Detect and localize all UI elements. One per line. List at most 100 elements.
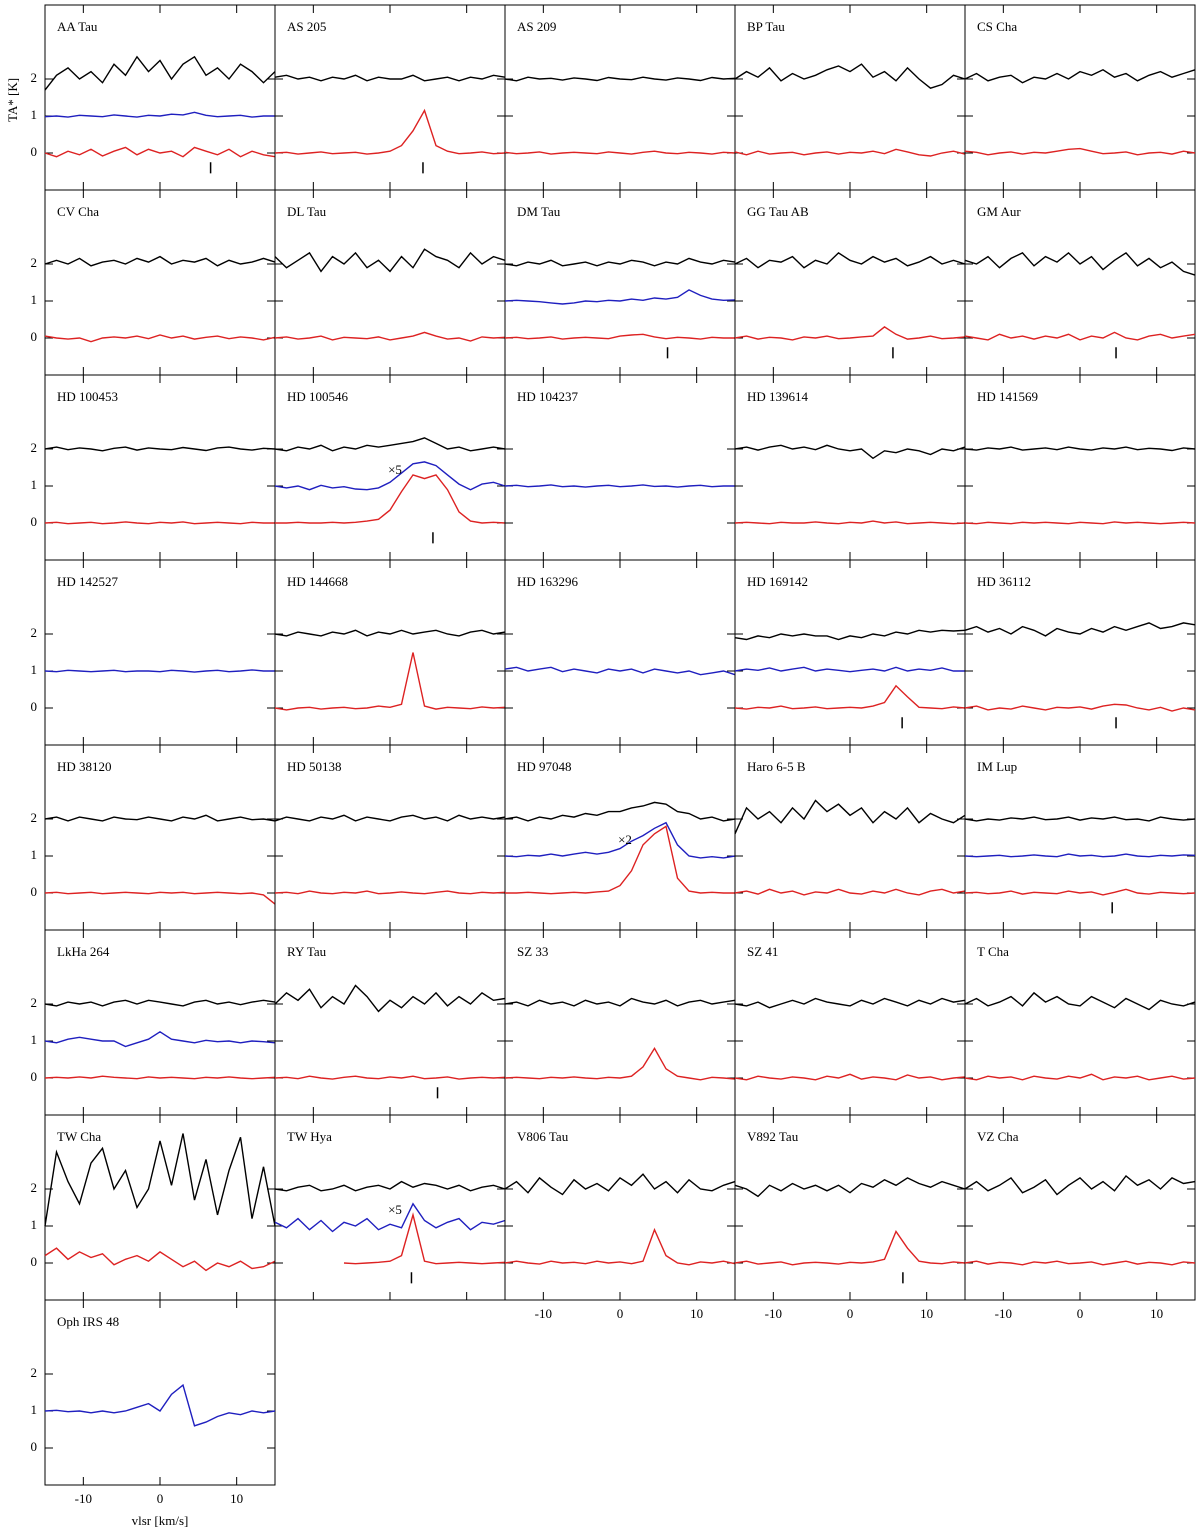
- spectrum-line: [964, 1073, 1196, 1081]
- panel-title: DL Tau: [287, 204, 327, 219]
- panel-title: HD 144668: [287, 574, 348, 589]
- panel-title: AS 209: [517, 19, 556, 34]
- x-tick-label: 10: [690, 1306, 703, 1321]
- y-tick-label: 1: [31, 292, 38, 307]
- spectrum-line: [274, 652, 506, 711]
- spectrum-line: [44, 334, 276, 343]
- spectrum-line: [505, 825, 735, 895]
- x-tick-label: 0: [617, 1306, 624, 1321]
- y-tick-label: 2: [31, 995, 38, 1010]
- y-tick-label: 0: [31, 1439, 38, 1454]
- spectrum-line: [44, 999, 276, 1007]
- y-tick-label: 0: [31, 1069, 38, 1084]
- spectrum-line: [44, 521, 275, 525]
- y-tick-label: 2: [31, 70, 38, 85]
- spectrum-line: [734, 520, 966, 525]
- spectrum-line: [504, 289, 736, 305]
- spectrum-line: [964, 251, 1196, 276]
- panel-title: VZ Cha: [977, 1129, 1019, 1144]
- spectrum-line: [964, 147, 1196, 156]
- panel-title: SZ 33: [517, 944, 548, 959]
- spectrum-line: [504, 257, 736, 267]
- y-tick-label: 2: [31, 625, 38, 640]
- panel-title: HD 36112: [977, 574, 1031, 589]
- spectrum-line: [274, 331, 506, 342]
- x-tick-label: -10: [75, 1491, 92, 1506]
- spectrum-line: [44, 111, 275, 118]
- panel-title: HD 142527: [57, 574, 119, 589]
- spectrum-line: [734, 666, 965, 673]
- panel-title: CS Cha: [977, 19, 1017, 34]
- x-tick-label: -10: [535, 1306, 552, 1321]
- scale-annotation: ×2: [618, 832, 632, 847]
- panel-title: CV Cha: [57, 204, 99, 219]
- y-tick-label: 1: [31, 1217, 38, 1232]
- y-tick-label: 1: [31, 1402, 38, 1417]
- y-tick-label: 2: [31, 810, 38, 825]
- y-axis-label: TA* [K]: [5, 78, 20, 122]
- spectrum-line: [274, 1202, 506, 1233]
- scale-annotation: ×5: [388, 462, 402, 477]
- spectrum-line: [734, 888, 966, 896]
- spectrum-line: [964, 816, 1196, 822]
- x-tick-label: 0: [1077, 1306, 1084, 1321]
- panel-title: DM Tau: [517, 204, 561, 219]
- panel-title: V892 Tau: [747, 1129, 799, 1144]
- spectrum-line: [274, 629, 506, 637]
- spectrum-line: [734, 252, 966, 269]
- panel-title: HD 104237: [517, 389, 579, 404]
- spectrum-line: [44, 891, 276, 905]
- x-tick-label: 10: [1150, 1306, 1163, 1321]
- spectrum-line: [734, 444, 966, 460]
- spectrum-line: [964, 1175, 1196, 1196]
- panel-title: TW Cha: [57, 1129, 101, 1144]
- spectrum-line: [274, 1075, 506, 1080]
- panel-title: HD 139614: [747, 389, 809, 404]
- spectrum-line: [44, 446, 276, 452]
- spectrum-line: [274, 248, 506, 273]
- panel-title: RY Tau: [287, 944, 327, 959]
- spectrum-line: [504, 76, 736, 82]
- panel-title: HD 141569: [977, 389, 1038, 404]
- y-tick-label: 0: [31, 144, 38, 159]
- panel-title: HD 97048: [517, 759, 572, 774]
- spectrum-line: [504, 1227, 736, 1266]
- spectrum-line: [274, 461, 506, 491]
- y-tick-label: 0: [31, 1254, 38, 1269]
- panel-title: Haro 6-5 B: [747, 759, 806, 774]
- spectrum-line: [274, 890, 506, 895]
- spectrum-line: [734, 1230, 966, 1266]
- panel-title: AS 205: [287, 19, 326, 34]
- spectrum-line: [734, 629, 966, 641]
- y-tick-label: 1: [31, 847, 38, 862]
- panel-title: V806 Tau: [517, 1129, 569, 1144]
- spectrum-line: [504, 801, 736, 822]
- spectrum-line: [964, 853, 1196, 858]
- spectrum-line: [504, 666, 736, 676]
- spectrum-line: [274, 437, 506, 452]
- scale-annotation: ×5: [388, 1202, 402, 1217]
- panel-title: T Cha: [977, 944, 1009, 959]
- spectrum-line: [734, 799, 966, 835]
- panel-title: TW Hya: [287, 1129, 332, 1144]
- panel-title: Oph IRS 48: [57, 1314, 119, 1329]
- panel-title: HD 163296: [517, 574, 579, 589]
- spectrum-line: [275, 474, 506, 524]
- spectrum-line: [274, 1180, 506, 1192]
- y-tick-label: 2: [31, 1365, 38, 1380]
- spectrum-line: [734, 63, 966, 89]
- spectrum-line: [734, 1177, 966, 1198]
- x-tick-label: 10: [230, 1491, 243, 1506]
- panel-title: SZ 41: [747, 944, 778, 959]
- x-tick-label: 0: [157, 1491, 164, 1506]
- panel-title: HD 100546: [287, 389, 349, 404]
- panel-title: AA Tau: [57, 19, 98, 34]
- spectrum-line: [504, 484, 735, 488]
- panel-title: HD 50138: [287, 759, 342, 774]
- panel-title: IM Lup: [977, 759, 1017, 774]
- panel-title: BP Tau: [747, 19, 785, 34]
- spectrum-line: [44, 255, 276, 267]
- panel-title: GM Aur: [977, 204, 1021, 219]
- spectrum-line: [964, 331, 1196, 341]
- y-tick-label: 1: [31, 107, 38, 122]
